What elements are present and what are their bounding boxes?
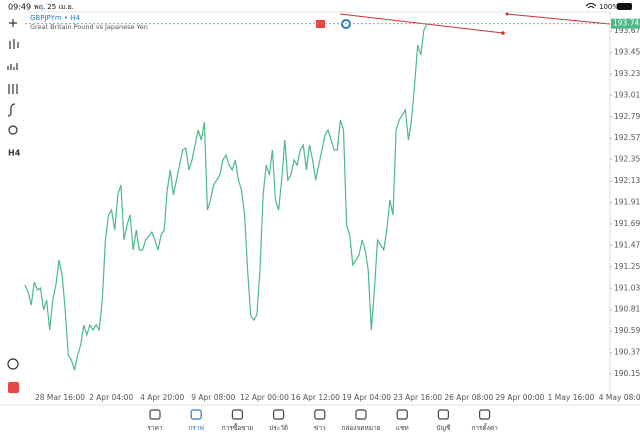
x-tick-label: 16 Apr 12:00 [291, 393, 340, 402]
y-tick-label: 191.250 [614, 262, 640, 271]
trend-line [506, 13, 611, 25]
tab-label[interactable]: บัญชี [436, 424, 451, 432]
left-toolbar [7, 19, 19, 370]
trade-buy-icon[interactable] [316, 20, 325, 28]
wifi-icon [585, 3, 597, 9]
last-price-label: 193.745 [613, 19, 640, 28]
battery-icon [617, 3, 632, 10]
y-tick-label: 193.450 [614, 47, 640, 56]
x-tick-label: 1 May 16:00 [548, 393, 595, 402]
analysis-tool[interactable] [7, 358, 19, 370]
chart-title: GBPJPYm • H4 [30, 14, 81, 22]
y-tick-label: 190.150 [614, 369, 640, 378]
x-tick-label: 29 Apr 00:00 [495, 393, 544, 402]
x-tick-label: 12 Apr 00:00 [240, 393, 289, 402]
y-tick-label: 193.230 [614, 69, 640, 78]
price-line [24, 23, 428, 371]
y-tick-label: 190.590 [614, 326, 640, 335]
tab-label[interactable]: กราฟ [188, 424, 204, 432]
x-tick-label: 9 Apr 08:00 [191, 393, 235, 402]
tab-label[interactable]: ข่าว [314, 424, 326, 432]
y-tick-label: 191.470 [614, 240, 640, 249]
y-tick-label: 193.010 [614, 90, 640, 99]
tab-label[interactable]: ราคา [147, 424, 162, 432]
tab-icon[interactable] [231, 409, 243, 420]
x-tick-label: 19 Apr 04:00 [342, 393, 391, 402]
tab-label[interactable]: การตั้งค่า [471, 423, 498, 432]
tab-icon[interactable] [396, 409, 408, 420]
tab-icon[interactable] [190, 409, 202, 420]
y-tick-label: 190.810 [614, 305, 640, 314]
tab-icon[interactable] [437, 409, 449, 420]
y-tick-label: 192.570 [614, 133, 640, 142]
objects-tool[interactable] [8, 84, 18, 94]
x-tick-label: 4 Apr 20:00 [140, 393, 184, 402]
tab-icon[interactable] [355, 409, 367, 420]
y-tick-label: 192.790 [614, 112, 640, 121]
x-tick-label: 26 Apr 08:00 [444, 393, 493, 402]
tab-label[interactable]: การซื้อขาย [222, 423, 253, 432]
y-tick-label: 192.130 [614, 176, 640, 185]
trend-line-handle [501, 31, 505, 35]
indicators-tool[interactable] [7, 63, 18, 70]
tab-label[interactable]: กล่องจดหมาย [341, 424, 380, 432]
chart-type-tool[interactable] [9, 39, 19, 49]
y-tick-label: 191.91 [614, 198, 640, 207]
x-tick-label: 23 Apr 16:00 [393, 393, 442, 402]
fibo-tool[interactable] [7, 103, 16, 117]
crosshair-tool[interactable] [9, 19, 17, 27]
y-tick-label: 192.35 [614, 155, 640, 164]
shapes-tool[interactable] [8, 125, 18, 135]
y-tick-label: 190.370 [614, 348, 640, 357]
tab-label[interactable]: แชท [396, 424, 409, 432]
x-tick-label: 28 Mar 16:00 [35, 393, 85, 402]
timeframe-button[interactable]: H4 [8, 149, 21, 158]
tab-icon[interactable] [273, 409, 285, 420]
y-tick-label: 191.69 [614, 219, 640, 228]
app-logo [8, 382, 19, 393]
status-date: พฤ. 25 เม.ย. [34, 3, 74, 11]
y-tick-label: 193.670 [614, 26, 640, 35]
tab-icon[interactable] [149, 409, 161, 420]
tab-label[interactable]: ประวัติ [269, 424, 288, 432]
status-time: 09:49 [8, 3, 31, 12]
trend-line-handle [505, 12, 509, 16]
x-tick-label: 2 Apr 04:00 [89, 393, 133, 402]
status-battery: 100% [599, 3, 619, 11]
chart-subtitle: Great Britain Pound vs Japanese Yen [30, 23, 148, 31]
tab-icon[interactable] [479, 409, 491, 420]
x-tick-label: 4 May 08:00 [599, 393, 640, 402]
tab-icon[interactable] [314, 409, 326, 420]
last-price-box [611, 18, 640, 29]
y-tick-label: 191.030 [614, 283, 640, 292]
